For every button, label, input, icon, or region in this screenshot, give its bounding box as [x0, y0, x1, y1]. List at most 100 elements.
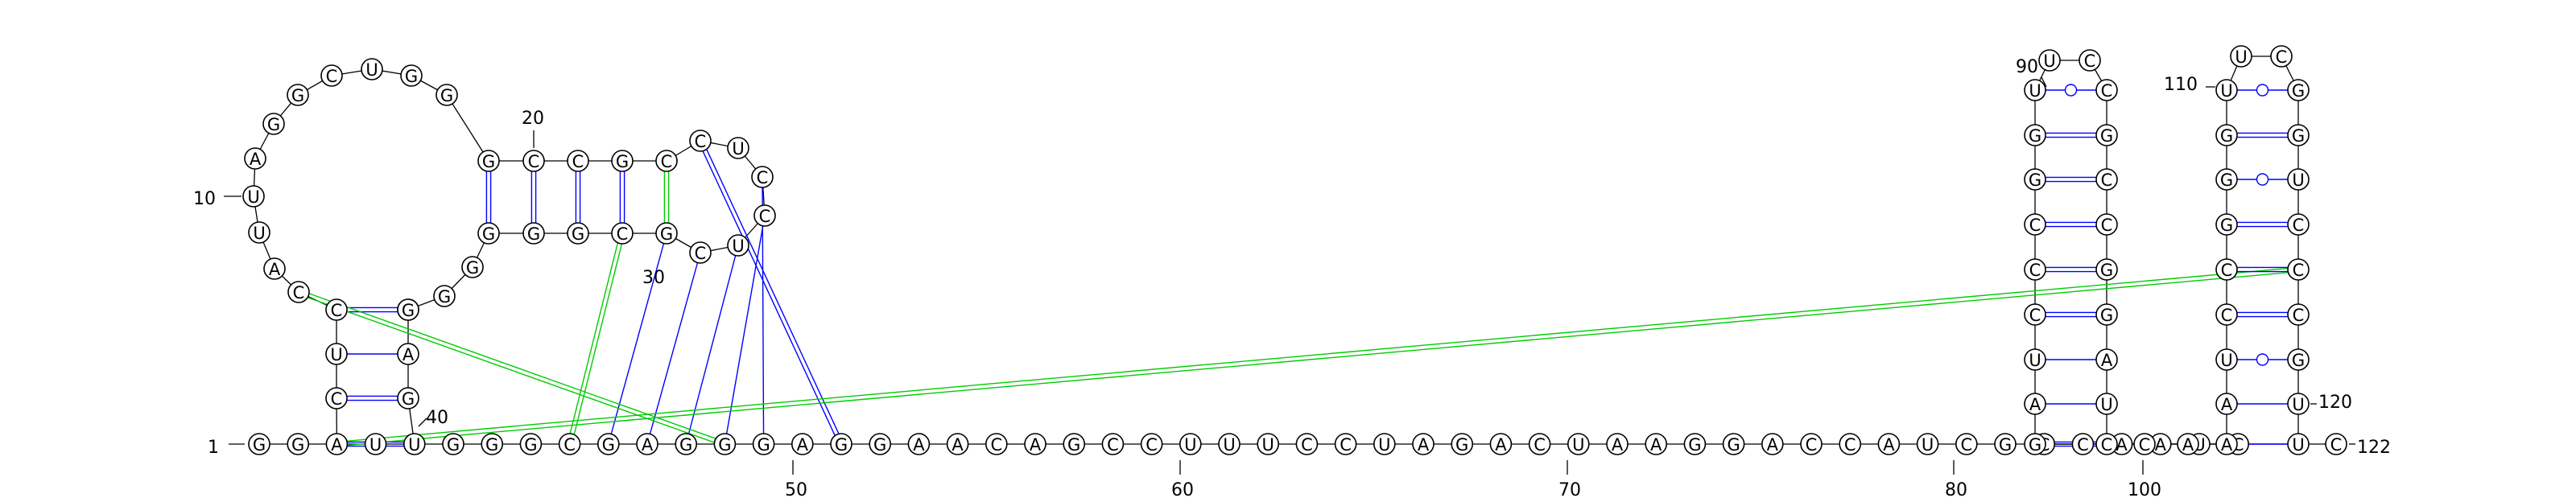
num-label-90: 90 [2016, 57, 2038, 77]
nucleotide-letter: U [408, 435, 420, 455]
nucleotide-letter: U [369, 435, 382, 455]
nucleotide: G [567, 222, 589, 245]
nucleotide: G [248, 433, 270, 455]
nucleotide-letter: A [1495, 435, 1507, 455]
nucleotide: G [287, 84, 309, 106]
nucleotide: C [1140, 433, 1163, 455]
nucleotide-circle [946, 433, 969, 455]
nucleotide-letter: C [293, 283, 305, 302]
nucleotide-circle [2095, 433, 2118, 455]
nucleotide-circle [1877, 433, 1901, 455]
nucleotide: C [2095, 79, 2118, 101]
number-label-layer: 1 10 20 30 40 50 60 70 80 90 100 110 120… [193, 57, 2391, 500]
nucleotide-letter: C [2029, 306, 2041, 325]
nucleotide-circle [830, 433, 852, 455]
nucleotide: C [320, 64, 343, 87]
pseudoknot-pair [336, 270, 2299, 447]
nucleotide-circle [727, 234, 749, 257]
nucleotide: G [597, 433, 620, 455]
nucleotide-circle [1373, 433, 1396, 455]
nucleotide: C [1101, 433, 1125, 455]
nucleotide-circle [1567, 433, 1590, 455]
nucleotide: C [689, 130, 712, 152]
nucleotide: G [655, 222, 678, 245]
nucleotide-circle [433, 285, 456, 307]
nucleotide-letter: G [660, 224, 673, 244]
nucleotide: C [985, 433, 1008, 455]
nucleotide-letter: C [326, 67, 338, 86]
base-pair [701, 139, 844, 444]
nucleotide-letter: A [250, 150, 262, 169]
nucleotide-circle [2215, 348, 2238, 371]
nucleotide-letter: G [572, 224, 584, 244]
nucleotide-circle [1800, 433, 1823, 455]
nucleotide: U [2287, 168, 2310, 191]
nucleotide-circle [1645, 433, 1667, 455]
nucleotide-circle [442, 433, 464, 455]
nucleotide-letter: C [564, 435, 576, 455]
nucleotide-letter: U [365, 60, 378, 80]
nucleotide-circle [2024, 213, 2046, 236]
pseudoknot-pair [571, 233, 625, 445]
nucleotide: U [1218, 433, 1241, 455]
nucleotide-circle [522, 150, 545, 172]
nucleotide-circle [2287, 168, 2310, 191]
nucleotide-letter: A [797, 435, 809, 455]
nucleotide: C [325, 298, 348, 321]
position-tick [418, 418, 427, 427]
nucleotide: U [402, 433, 426, 455]
nucleotide-circle [2024, 393, 2046, 415]
nucleotide-circle [287, 281, 310, 303]
nucleotide-letter: G [2292, 81, 2305, 101]
nucleotide: G [519, 433, 543, 455]
nucleotide-circle [1101, 433, 1125, 455]
nucleotide-letter: U [2292, 435, 2304, 455]
nucleotide-letter: U [1184, 435, 1196, 455]
num-label-20: 20 [522, 109, 544, 129]
nucleotide-letter: A [913, 435, 925, 455]
nucleotide: G [477, 222, 500, 245]
nucleotide-letter: U [253, 224, 265, 243]
nucleotide: G [433, 285, 456, 307]
nucleotide: U [2024, 79, 2046, 101]
num-label-40: 40 [426, 408, 448, 428]
nucleotide: G [2287, 348, 2310, 371]
nucleotide-circle [325, 298, 348, 321]
nucleotide-letter: G [835, 435, 848, 455]
nucleotide-letter: G [2292, 126, 2305, 146]
nucleotide-letter: G [291, 435, 304, 455]
nucleotide-circle [244, 147, 266, 170]
nucleotide-circle [397, 343, 419, 365]
nucleotide-letter: U [2292, 171, 2304, 190]
nucleotide-circle [2215, 213, 2238, 236]
nucleotide-circle [320, 64, 343, 87]
nucleotide: C [567, 150, 589, 172]
nucleotide-letter: C [2139, 435, 2151, 455]
nucleotide-circle [2287, 433, 2310, 455]
nucleotide-letter: C [2221, 261, 2233, 280]
nucleotide-letter: A [2155, 435, 2167, 455]
nucleotide: G [611, 150, 634, 172]
nucleotide: C [1295, 433, 1319, 455]
nucleotide-circle [2230, 45, 2252, 68]
nucleotide-letter: G [616, 152, 629, 171]
nucleotide: U [1257, 433, 1279, 455]
nucleotide: U [2095, 393, 2118, 415]
nucleotide: G [830, 433, 852, 455]
nucleotide: G [1994, 433, 2017, 455]
pseudoknot-pair [567, 232, 621, 444]
nucleotide-circle [1063, 433, 1085, 455]
nucleotide-circle [2287, 79, 2310, 101]
nucleotide-circle [1606, 433, 1629, 455]
num-label-70: 70 [1558, 480, 1581, 500]
nucleotide-circle [397, 387, 419, 409]
nucleotide-circle [325, 343, 348, 365]
nucleotide: A [244, 147, 266, 170]
nucleotide-circle [2095, 79, 2118, 101]
nucleotide-letter: C [695, 132, 707, 151]
nucleotide: C [558, 433, 581, 455]
nucleotide-letter: C [1340, 435, 1352, 455]
nucleotide: A [1761, 433, 1784, 455]
nucleotide: C [2270, 45, 2293, 68]
nucleotide: U [2230, 45, 2252, 68]
